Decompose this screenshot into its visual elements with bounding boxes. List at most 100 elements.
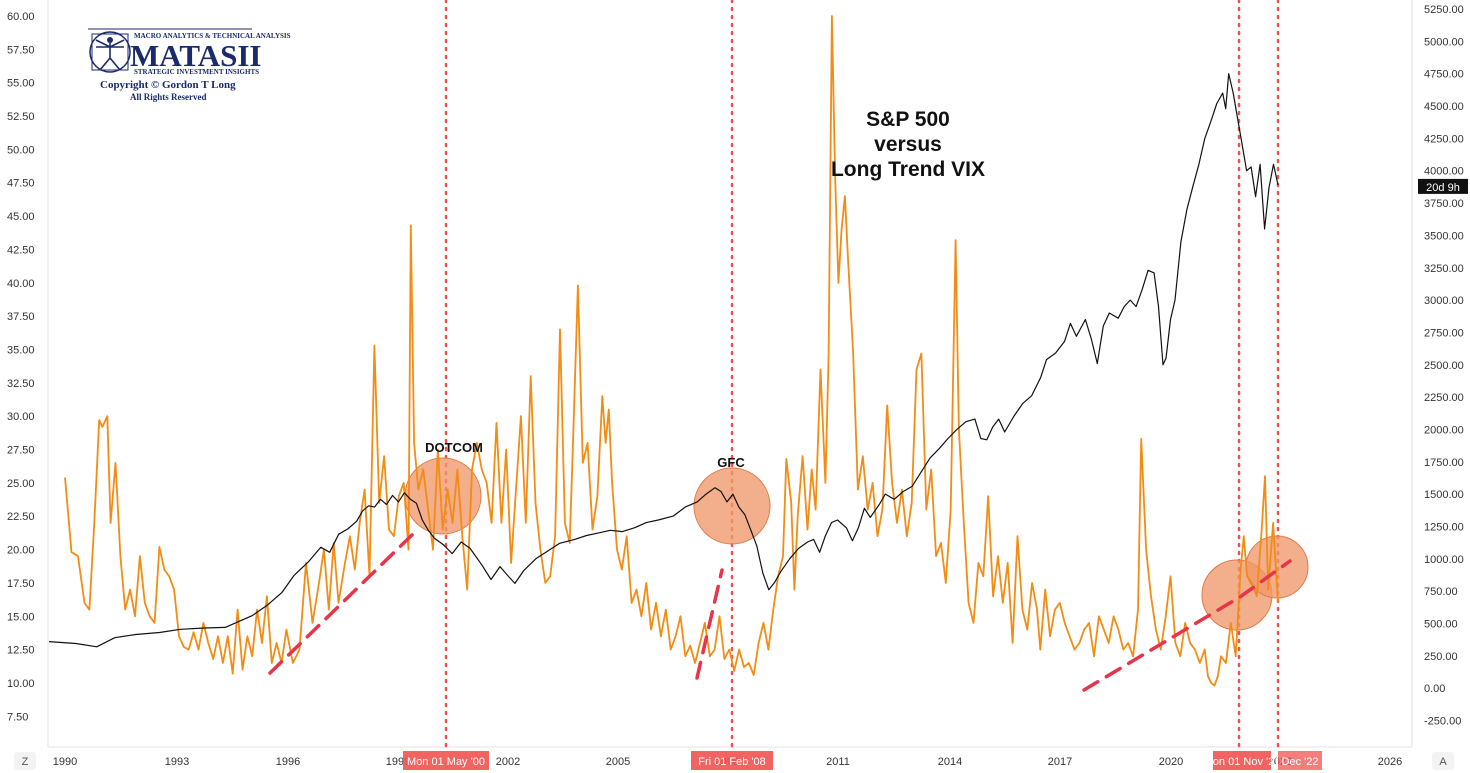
date-marker-flag-label: Mon 01 Nov '21 <box>1204 756 1281 768</box>
left-axis-tick-label: 27.50 <box>7 445 35 457</box>
right-axis-tick-label: 3250.00 <box>1424 263 1464 275</box>
logo-copyright: Copyright © Gordon T Long <box>100 79 236 91</box>
chart-frame <box>47 0 1413 748</box>
logo-tagline: MACRO ANALYTICS & TECHNICAL ANALYSIS <box>134 32 291 40</box>
date-marker-flag-label: Dec '22 <box>1282 756 1319 768</box>
right-axis-tick-label: 4750.00 <box>1424 69 1464 81</box>
left-axis-tick-label: 47.50 <box>7 178 35 190</box>
right-axis: -250.00 0.00 250.00 500.00 750.00 1000.00 1250… <box>1424 4 1464 727</box>
trend-lines <box>268 533 1292 692</box>
spx-line-layer <box>48 73 1279 648</box>
left-axis-tick-label: 52.50 <box>7 111 35 123</box>
right-axis-tick-label: 3000.00 <box>1424 295 1464 307</box>
right-axis-tick-label: 1750.00 <box>1424 457 1464 469</box>
annotations: DOTCOM GFC <box>425 440 745 470</box>
vix-line-layer <box>64 15 1279 687</box>
right-axis-tick-label: 250.00 <box>1424 651 1458 663</box>
left-axis-tick-label: 22.50 <box>7 511 35 523</box>
right-axis-tick-label: 4500.00 <box>1424 101 1464 113</box>
trend-line <box>1082 559 1292 692</box>
right-axis-tick-label: 1500.00 <box>1424 489 1464 501</box>
trend-line <box>268 533 414 675</box>
vitruvian-man-icon <box>89 31 131 73</box>
left-axis-tick-label: 35.00 <box>7 344 35 356</box>
timezone-toggle-label[interactable]: Z <box>22 756 29 768</box>
right-axis-tick-label: 2250.00 <box>1424 392 1464 404</box>
right-axis-tick-label: 4000.00 <box>1424 166 1464 178</box>
x-axis-tick-label: 1990 <box>53 756 77 768</box>
auto-scale-toggle-bg[interactable] <box>1432 752 1454 770</box>
left-axis-tick-label: 15.00 <box>7 611 35 623</box>
logo-name: MATASII <box>130 38 261 73</box>
x-axis-tick-label: 1993 <box>165 756 189 768</box>
left-axis-tick-label: 50.00 <box>7 144 35 156</box>
x-axis-tick-label: 2005 <box>606 756 630 768</box>
right-axis-tick-label: 0.00 <box>1424 683 1445 695</box>
right-axis-tick-label: 4250.00 <box>1424 133 1464 145</box>
vitruvian-head-icon <box>107 37 113 43</box>
right-axis-tick-label: 5250.00 <box>1424 4 1464 16</box>
right-axis-tick-label: 3500.00 <box>1424 230 1464 242</box>
chart-title-line-2: versus <box>874 133 942 156</box>
timezone-toggle[interactable]: Z <box>14 752 36 770</box>
last-price-tag: 20d 9h <box>1418 178 1468 194</box>
left-axis-tick-label: 12.50 <box>7 645 35 657</box>
date-marker-flag-label: Mon 01 May '00 <box>407 756 485 768</box>
date-marker-labels: Mon 01 May '00 Fri 01 Feb '08 Mon 01 Nov '… <box>403 751 1322 770</box>
left-axis-tick-label: 37.50 <box>7 311 35 323</box>
chart-title-line-3: Long Trend VIX <box>831 158 985 181</box>
left-axis: 7.50 10.00 12.50 15.00 17.50 20.00 22.50 25.00 2… <box>7 11 35 723</box>
matasii-logo: MACRO ANALYTICS & TECHNICAL ANALYSIS MAT… <box>86 28 291 102</box>
right-axis-tick-label: 5000.00 <box>1424 36 1464 48</box>
left-axis-tick-label: 30.00 <box>7 411 35 423</box>
right-axis-tick-label: 1250.00 <box>1424 521 1464 533</box>
x-axis-tick-label: 1996 <box>276 756 300 768</box>
date-marker-lines <box>444 0 1280 749</box>
date-marker-flag <box>1278 751 1322 770</box>
left-axis-tick-label: 57.50 <box>7 44 35 56</box>
left-axis-tick-label: 20.00 <box>7 545 35 557</box>
right-axis-tick-label: 2500.00 <box>1424 360 1464 372</box>
right-axis-tick-label: -250.00 <box>1424 715 1461 727</box>
trend-line <box>695 568 724 680</box>
x-axis-tick-label: 2017 <box>1048 756 1072 768</box>
right-axis-tick-label: 2750.00 <box>1424 327 1464 339</box>
auto-scale-toggle[interactable]: A <box>1432 752 1454 770</box>
right-axis-tick-label: 3750.00 <box>1424 198 1464 210</box>
right-axis-tick-label: 500.00 <box>1424 618 1458 630</box>
x-axis-tick-label: 2014 <box>938 756 962 768</box>
x-axis-tick-label: 2011 <box>826 756 850 768</box>
left-axis-tick-label: 55.00 <box>7 78 35 90</box>
chart-annotation-label: GFC <box>717 455 745 470</box>
date-marker-flag <box>1213 751 1271 770</box>
left-axis-tick-label: 45.00 <box>7 211 35 223</box>
highlight-circle <box>693 467 771 545</box>
left-axis-tick-label: 10.00 <box>7 678 35 690</box>
spx-series-line <box>48 73 1279 648</box>
vitruvian-square-icon <box>91 33 129 71</box>
last-price-tag-box <box>1418 178 1468 194</box>
last-price-tag-label: 20d 9h <box>1426 182 1460 194</box>
left-axis-tick-label: 40.00 <box>7 278 35 290</box>
left-axis-tick-label: 60.00 <box>7 11 35 23</box>
left-axis-tick-label: 25.00 <box>7 478 35 490</box>
date-marker-flag-label: Fri 01 Feb '08 <box>698 756 766 768</box>
logo-rights: All Rights Reserved <box>130 92 207 102</box>
date-marker-flag <box>691 751 773 770</box>
x-axis-tick-label: 2020 <box>1159 756 1183 768</box>
logo-subtitle: STRATEGIC INVESTMENT INSIGHTS <box>134 68 259 76</box>
left-axis-tick-label: 32.50 <box>7 378 35 390</box>
right-axis-tick-label: 2000.00 <box>1424 424 1464 436</box>
vix-series-line <box>64 15 1279 687</box>
timezone-toggle-bg[interactable] <box>14 752 36 770</box>
right-axis-tick-label: 750.00 <box>1424 586 1458 598</box>
chart-title: S&P 500 versus Long Trend VIX <box>831 108 985 181</box>
left-axis-tick-label: 7.50 <box>7 711 28 723</box>
vitruvian-figure-icon <box>95 39 125 71</box>
chart-title-line-1: S&P 500 <box>866 108 950 131</box>
chart-annotation-label: DOTCOM <box>425 440 483 455</box>
left-axis-tick-label: 17.50 <box>7 578 35 590</box>
x-axis-tick-label: 2002 <box>496 756 520 768</box>
auto-scale-toggle-label[interactable]: A <box>1439 756 1447 768</box>
